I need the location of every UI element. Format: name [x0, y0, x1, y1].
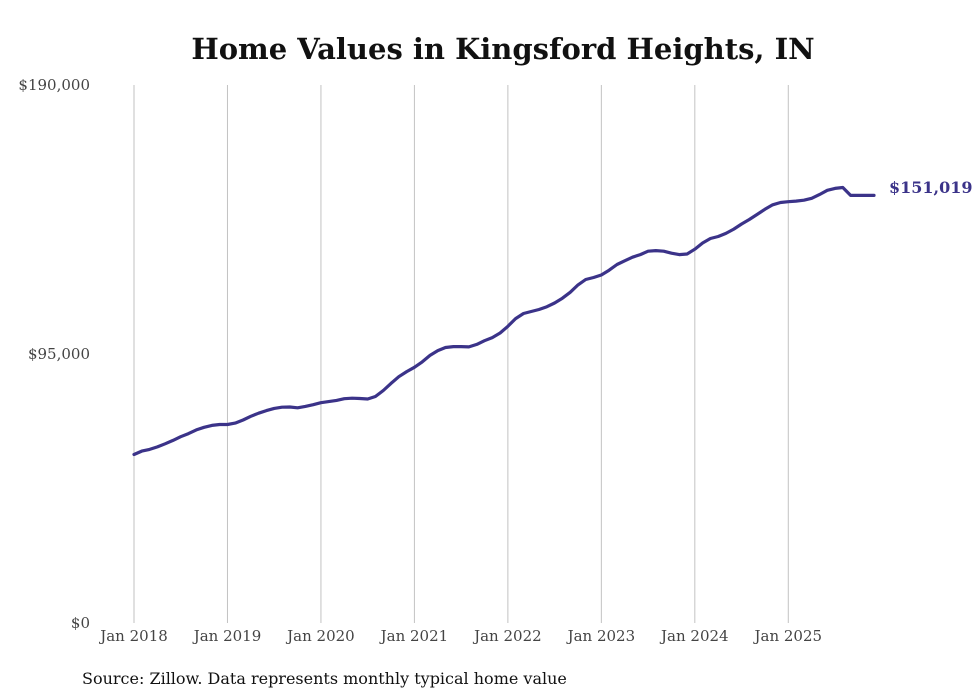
home-value-line: [132, 185, 876, 457]
x-axis-ticks: Jan 2018 Jan 2019 Jan 2020 Jan 2021 Jan 2022…: [98, 627, 822, 645]
x-tick-label-0: Jan 2018: [98, 627, 168, 645]
x-tick-label-4: Jan 2022: [472, 627, 542, 645]
x-tick-label-3: Jan 2021: [379, 627, 449, 645]
gridlines: [133, 85, 789, 623]
x-tick-label-1: Jan 2019: [192, 627, 262, 645]
y-axis-ticks: $0 $95,000 $190,000: [18, 76, 90, 632]
y-tick-label-1: $95,000: [28, 345, 90, 363]
y-tick-label-2: $190,000: [18, 76, 90, 94]
x-tick-label-6: Jan 2024: [659, 627, 729, 645]
source-note: Source: Zillow. Data represents monthly …: [82, 669, 567, 688]
chart-title: Home Values in Kingsford Heights, IN: [191, 32, 814, 66]
x-tick-label-5: Jan 2023: [566, 627, 636, 645]
y-tick-label-0: $0: [71, 614, 90, 632]
x-tick-label-2: Jan 2020: [285, 627, 355, 645]
end-value-label: $151,019: [889, 178, 973, 197]
x-tick-label-7: Jan 2025: [753, 627, 823, 645]
